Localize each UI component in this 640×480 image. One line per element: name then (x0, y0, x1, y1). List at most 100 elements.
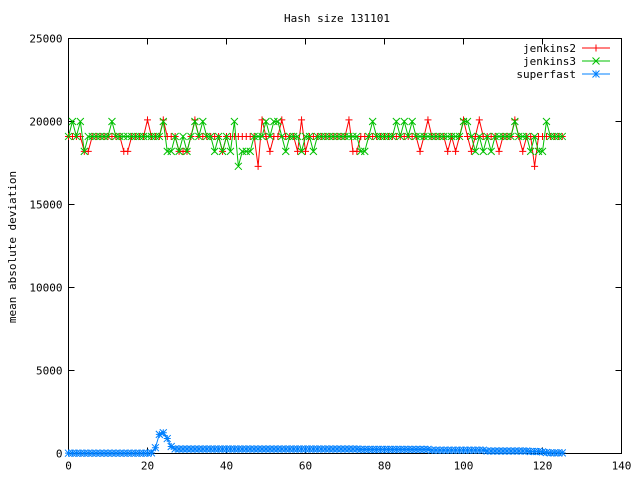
data-point (147, 132, 156, 141)
data-point (112, 449, 120, 458)
data-point (514, 447, 523, 455)
data-point (518, 132, 527, 141)
data-point (281, 445, 290, 453)
data-point (108, 449, 116, 458)
data-point (293, 132, 302, 141)
data-point (155, 430, 164, 439)
data-point (72, 449, 81, 458)
data-point (80, 147, 89, 156)
data-point (68, 117, 77, 126)
data-point (163, 147, 172, 156)
data-point (305, 132, 314, 141)
data-point (479, 446, 488, 455)
data-point (329, 445, 338, 453)
data-point (531, 162, 539, 170)
data-point (76, 117, 85, 126)
data-point (266, 147, 274, 155)
data-point (159, 117, 168, 126)
x-tick-label: 120 (533, 460, 553, 473)
data-point (471, 132, 479, 140)
data-point (412, 445, 420, 454)
data-point (202, 132, 211, 141)
x-tick-label: 40 (220, 460, 233, 473)
data-point (139, 132, 148, 141)
data-point (254, 132, 262, 141)
data-point (463, 117, 472, 126)
data-point (84, 132, 93, 141)
data-point (345, 445, 353, 453)
data-point (546, 448, 555, 457)
data-point (167, 442, 176, 451)
data-point (396, 445, 405, 454)
data-point (451, 132, 460, 141)
data-point (100, 132, 108, 141)
data-point (127, 132, 136, 141)
data-point (222, 132, 231, 141)
data-point (273, 445, 282, 453)
data-point (360, 147, 369, 156)
data-point (175, 445, 183, 453)
data-point (467, 132, 476, 141)
data-point (100, 449, 108, 458)
data-point (337, 132, 345, 141)
data-point (364, 445, 373, 454)
plot-area-border (68, 38, 622, 454)
data-point (179, 132, 187, 141)
data-point (96, 132, 104, 141)
data-point (499, 447, 507, 455)
data-point (380, 445, 389, 454)
data-point (131, 449, 140, 458)
data-point (475, 116, 483, 124)
data-point (234, 445, 243, 453)
data-point (214, 445, 223, 453)
data-point (503, 132, 511, 141)
data-point (183, 147, 191, 156)
y-tick-label: 15000 (29, 199, 62, 212)
data-point (226, 147, 235, 156)
data-point (384, 445, 393, 454)
data-point (218, 147, 227, 156)
data-point (550, 448, 559, 457)
data-point (191, 445, 199, 453)
data-point (198, 117, 207, 126)
y-axis-label: mean absolute deviation (6, 171, 19, 323)
data-point (439, 446, 448, 455)
data-point (234, 162, 243, 171)
data-point (64, 449, 73, 458)
data-point (542, 117, 551, 126)
data-point (273, 117, 282, 126)
data-point (352, 132, 361, 141)
data-point (396, 132, 405, 141)
data-point (84, 147, 92, 155)
data-point (443, 446, 452, 455)
data-point (530, 132, 539, 141)
data-point (325, 132, 334, 141)
data-point (305, 445, 314, 453)
data-point (84, 449, 93, 458)
data-point (471, 446, 480, 455)
data-point (274, 132, 282, 140)
data-point (447, 132, 456, 141)
data-point (345, 132, 353, 141)
data-point (592, 44, 600, 52)
data-point (527, 132, 535, 140)
data-point (123, 449, 132, 458)
data-point (510, 447, 519, 455)
data-point (285, 132, 294, 141)
data-point (230, 117, 239, 126)
data-point (281, 147, 290, 156)
data-point (408, 445, 417, 454)
data-point (301, 132, 310, 141)
data-point (135, 449, 144, 458)
data-point (514, 132, 523, 141)
data-point (127, 449, 136, 458)
data-point (349, 132, 357, 141)
data-point (246, 445, 255, 453)
data-point (467, 147, 475, 155)
data-point (171, 132, 180, 141)
data-point (277, 132, 286, 141)
data-point (151, 132, 160, 141)
data-point (404, 445, 413, 454)
data-point (491, 447, 499, 455)
